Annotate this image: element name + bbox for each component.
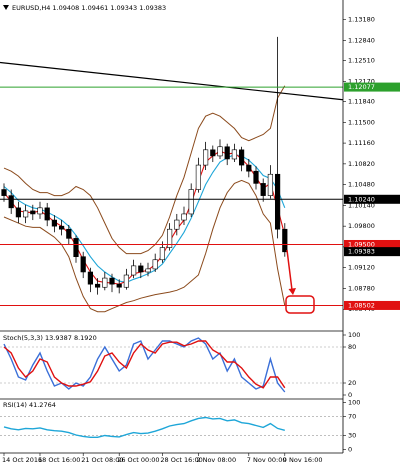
- rsi-label: RSI(14) 41.2764: [3, 401, 56, 409]
- y-tick-label: 1.12840: [348, 36, 375, 44]
- y-tick-label: 1.11500: [348, 118, 375, 126]
- candle-body: [131, 265, 137, 276]
- candle-body: [174, 219, 180, 230]
- candle-body: [246, 164, 252, 172]
- level-label: 1.09500: [348, 240, 375, 248]
- candle-body: [51, 219, 57, 227]
- level-label-bg: [344, 82, 400, 92]
- candle-body: [239, 149, 245, 166]
- candle-body: [95, 283, 101, 288]
- candle-body: [152, 259, 158, 270]
- y-tick-label: 1.12170: [348, 77, 375, 85]
- candle-body: [37, 207, 43, 215]
- y-tick-label: 1.11840: [348, 98, 375, 106]
- annotation-box: [285, 295, 315, 314]
- y-tick-label: 80: [348, 343, 356, 351]
- y-tick-label: 1.09800: [348, 222, 375, 230]
- y-tick-label: 70: [348, 413, 356, 421]
- candle-body: [167, 228, 173, 248]
- x-tick-label: 2 Nov 08:00: [196, 456, 236, 464]
- candle-body: [109, 277, 115, 285]
- x-tick-label: 28 Oct 16:00: [160, 456, 202, 464]
- y-tick-label: 1.09120: [348, 264, 375, 272]
- level-label-bg: [344, 239, 400, 249]
- level-label: 1.10240: [348, 195, 375, 203]
- candle-body: [253, 170, 259, 184]
- candle-body: [181, 213, 187, 221]
- candle-body: [44, 207, 50, 221]
- x-tick-label: 7 Nov 00:00: [247, 456, 287, 464]
- candle-body: [203, 149, 209, 166]
- y-tick-label: 1.10140: [348, 201, 375, 209]
- plot-layer: 1.13180 1.12840 1.12510 1.12170 1.11840 1.115…: [0, 16, 375, 464]
- level-label-bg: [344, 194, 400, 204]
- y-tick-label: 0: [348, 446, 352, 454]
- y-tick-label: 1.11160: [348, 139, 375, 147]
- candle-body: [8, 195, 14, 209]
- candle-body: [217, 146, 223, 157]
- current-price-bg: [344, 247, 400, 257]
- level-label-bg: [344, 300, 400, 310]
- candle-body: [145, 268, 151, 273]
- candle-body: [80, 256, 86, 273]
- candle-body: [195, 164, 202, 190]
- x-tick-label: 18 Oct 16:00: [38, 456, 80, 464]
- oscillator-line: [3, 337, 286, 393]
- x-tick-label: 26 Oct 00:00: [117, 456, 159, 464]
- y-tick-label: 100: [348, 331, 360, 339]
- candle-body: [116, 283, 122, 288]
- annotation-arrow: [286, 249, 293, 291]
- level-label: 1.12077: [348, 83, 375, 91]
- indicator-line: [3, 150, 286, 285]
- stoch-label: Stoch(5,3,3) 13.9387 8.1920: [3, 334, 97, 342]
- candle-body: [274, 173, 281, 230]
- y-tick-label: 1.08780: [348, 284, 375, 292]
- candle-body: [1, 189, 7, 196]
- candle-body: [188, 189, 194, 215]
- indicator-line: [3, 179, 286, 313]
- candle-body: [102, 277, 108, 288]
- candle-body: [123, 274, 129, 288]
- trendline: [0, 61, 344, 101]
- candle-body: [66, 228, 72, 239]
- y-tick-label: 1.10480: [348, 181, 375, 189]
- current-price-label: 1.09383: [348, 248, 375, 256]
- y-tick-label: 30: [348, 431, 356, 439]
- indicator-line: [3, 85, 286, 255]
- oscillator-line: [3, 416, 285, 438]
- candle-body: [30, 210, 36, 215]
- oscillator-line: [3, 340, 286, 389]
- y-tick-label: 0: [348, 391, 352, 399]
- candle-body: [73, 238, 79, 258]
- candle-body: [22, 210, 29, 218]
- annotation-arrowhead: [288, 288, 296, 295]
- candle-body: [267, 173, 274, 196]
- y-tick-label: 1.12510: [348, 57, 375, 65]
- y-tick-label: 1.13180: [348, 16, 375, 24]
- chart-header: EURUSD,H4 1.09408 1.09461 1.09343 1.0938…: [12, 4, 166, 12]
- candle-body: [231, 149, 238, 160]
- y-tick-label: 100: [348, 398, 360, 406]
- candle-body: [15, 207, 22, 218]
- x-tick-label: 9 Nov 16:00: [283, 456, 323, 464]
- candle-body: [87, 271, 93, 285]
- candle-body: [210, 149, 216, 157]
- x-tick-label: 21 Oct 08:00: [81, 456, 123, 464]
- candle-body: [260, 183, 266, 196]
- y-tick-label: 1.10820: [348, 160, 375, 168]
- header-icon: [3, 5, 9, 10]
- candle-body: [224, 146, 230, 160]
- x-tick-label: 14 Oct 2016: [2, 456, 42, 464]
- candle-body: [282, 228, 288, 253]
- candle-body: [159, 247, 166, 261]
- candle-body: [138, 265, 144, 273]
- y-tick-label: 20: [348, 379, 356, 387]
- candle-body: [58, 225, 65, 230]
- level-label: 1.08502: [348, 301, 375, 309]
